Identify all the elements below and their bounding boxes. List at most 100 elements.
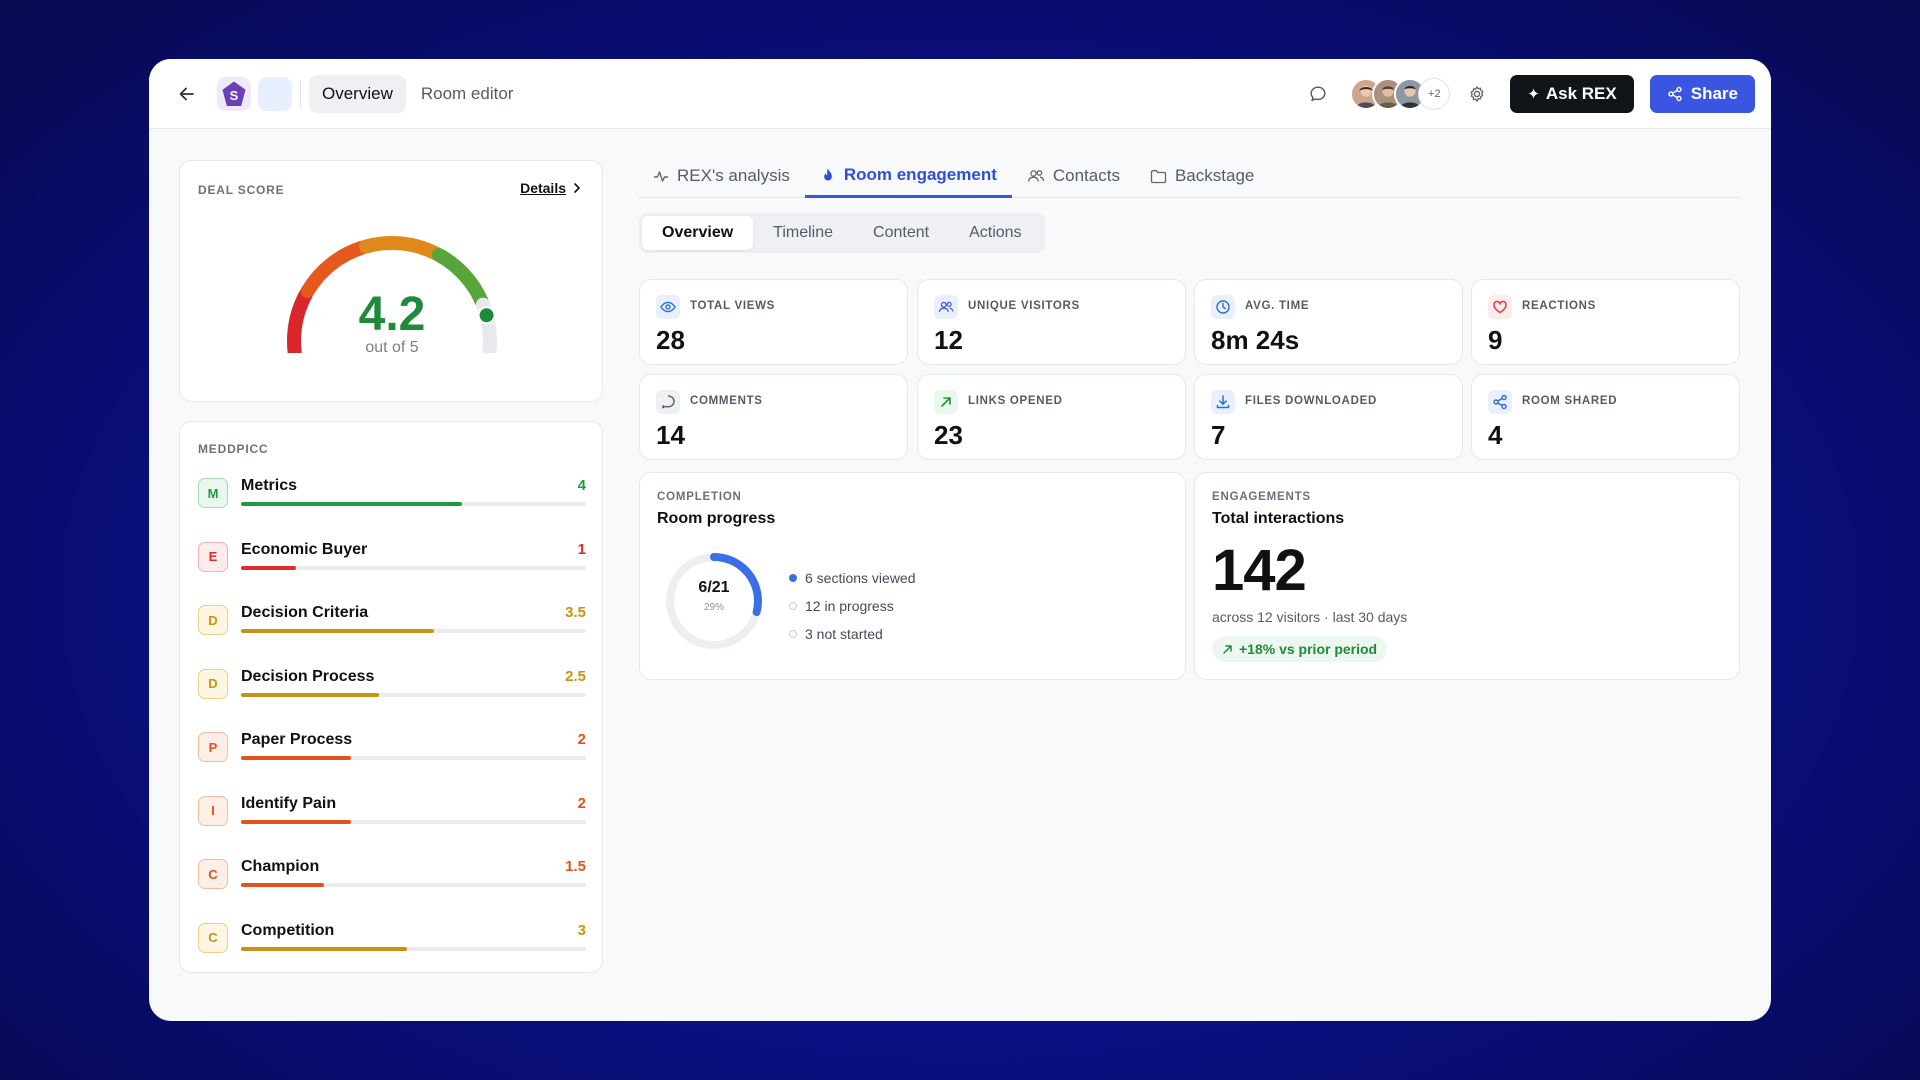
meddpicc-progress-track bbox=[241, 502, 586, 506]
meddpicc-item[interactable]: C Champion 1.5 bbox=[198, 857, 586, 903]
meddpicc-letter-badge: D bbox=[198, 605, 228, 635]
activity-icon bbox=[653, 171, 669, 182]
gauge-segment bbox=[358, 236, 443, 261]
ask-rex-button[interactable]: ✦ Ask REX bbox=[1510, 74, 1634, 113]
gauge-segment bbox=[287, 287, 313, 353]
legend-dot bbox=[789, 630, 797, 638]
subtab-timeline[interactable]: Timeline bbox=[773, 224, 834, 241]
stat-card-room-shared: ROOM SHARED 4 bbox=[1471, 374, 1740, 460]
stat-card-comments: COMMENTS 14 bbox=[639, 374, 908, 460]
nav-tab-overview[interactable]: Overview bbox=[309, 74, 406, 113]
meddpicc-item-score: 1.5 bbox=[565, 858, 586, 875]
meddpicc-item[interactable]: D Decision Criteria 3.5 bbox=[198, 603, 586, 649]
meddpicc-progress-track bbox=[241, 946, 586, 951]
deal-score-subtitle: out of 5 bbox=[365, 339, 419, 356]
total-interactions-value: 142 bbox=[1212, 538, 1307, 603]
meddpicc-letter-badge: I bbox=[198, 795, 228, 826]
heart-icon bbox=[1488, 295, 1512, 319]
meddpicc-item[interactable]: C Competition 3 bbox=[198, 921, 586, 967]
trend-label: +18% vs prior period bbox=[1239, 641, 1378, 657]
chat-bubble-icon[interactable] bbox=[1304, 80, 1332, 108]
header-actions: +2 ✦ Ask REX Share bbox=[1304, 74, 1755, 113]
stat-label: AVG. TIME bbox=[1245, 300, 1310, 312]
stat-label: TOTAL VIEWS bbox=[690, 300, 776, 312]
tab-contacts[interactable]: Contacts bbox=[1012, 155, 1135, 197]
deal-score-card: DEAL SCORE Details 4.2 out of 5 bbox=[179, 160, 603, 402]
stat-value: 12 bbox=[934, 325, 963, 355]
deal-score-title: DEAL SCORE bbox=[198, 183, 285, 197]
legend-dot bbox=[789, 602, 797, 610]
app-window: S Overview Room editor +2 bbox=[149, 59, 1771, 1021]
meddpicc-item[interactable]: E Economic Buyer 1 bbox=[198, 540, 586, 586]
nav-tab-room-editor[interactable]: Room editor bbox=[420, 83, 514, 103]
meddpicc-progress-track bbox=[241, 756, 586, 760]
meddpicc-item[interactable]: I Identify Pain 2 bbox=[198, 794, 586, 840]
workspace-logo[interactable]: S bbox=[217, 76, 251, 111]
engagements-caption: ENGAGEMENTS bbox=[1212, 491, 1311, 503]
meddpicc-item[interactable]: D Decision Process 2.5 bbox=[198, 667, 586, 713]
share-button[interactable]: Share bbox=[1649, 74, 1755, 113]
progress-percent: 29% bbox=[703, 602, 724, 613]
completion-caption: COMPLETION bbox=[657, 491, 742, 503]
meddpicc-item[interactable]: M Metrics 4 bbox=[198, 476, 586, 522]
meddpicc-item-score: 3 bbox=[577, 921, 586, 939]
subtab-overview[interactable]: Overview bbox=[642, 216, 754, 250]
meddpicc-letter-badge: P bbox=[198, 732, 228, 762]
tab-backstage[interactable]: Backstage bbox=[1135, 155, 1269, 197]
meddpicc-letter-badge: C bbox=[198, 859, 228, 889]
tab-room-engagement[interactable]: Room engagement bbox=[804, 155, 1012, 198]
meddpicc-item[interactable]: P Paper Process 2 bbox=[198, 730, 586, 776]
meddpicc-letter-badge: E bbox=[198, 541, 228, 572]
eye-icon bbox=[656, 295, 680, 319]
meddpicc-item-score: 3.5 bbox=[565, 604, 586, 621]
meddpicc-progress-track bbox=[241, 565, 586, 570]
stat-value: 23 bbox=[934, 420, 963, 450]
progress-legend: 6 sections viewed 12 in progress 3 not s… bbox=[789, 564, 916, 648]
sparkle-icon: ✦ bbox=[1527, 85, 1540, 103]
details-label: Details bbox=[520, 180, 566, 196]
tab-rex-analysis[interactable]: REX's analysis bbox=[638, 155, 805, 197]
share-label: Share bbox=[1690, 83, 1738, 103]
meddpicc-progress-fill bbox=[241, 692, 379, 697]
share-icon bbox=[1488, 390, 1512, 414]
stat-label: COMMENTS bbox=[690, 395, 763, 407]
legend-item: 12 in progress bbox=[789, 592, 916, 620]
details-link[interactable]: Details bbox=[520, 180, 582, 196]
stat-value: 28 bbox=[656, 325, 685, 355]
meddpicc-card: MEDDPICC M Metrics 4 E Economic Buyer 1 D Decis… bbox=[179, 421, 603, 973]
meddpicc-progress-fill bbox=[241, 565, 297, 570]
stat-label: REACTIONS bbox=[1522, 300, 1597, 312]
company-logo-placeholder[interactable] bbox=[258, 76, 292, 111]
arrow-up-right-icon bbox=[934, 390, 958, 414]
more-avatars-count[interactable]: +2 bbox=[1418, 77, 1451, 110]
svg-text:S: S bbox=[230, 88, 239, 103]
header-divider bbox=[300, 79, 301, 108]
meddpicc-item-name: Economic Buyer bbox=[241, 540, 368, 558]
pentagon-logo-icon: S bbox=[222, 81, 246, 106]
deal-score-value: 4.2 bbox=[358, 288, 426, 341]
meddpicc-progress-fill bbox=[241, 756, 352, 760]
progress-donut bbox=[666, 553, 762, 649]
meddpicc-item-score: 2 bbox=[577, 731, 586, 748]
legend-item: 6 sections viewed bbox=[789, 564, 916, 592]
legend-label: 3 not started bbox=[805, 626, 883, 642]
stat-label: ROOM SHARED bbox=[1522, 395, 1618, 407]
meddpicc-item-score: 4 bbox=[577, 477, 586, 494]
trend-up-icon bbox=[1223, 644, 1232, 654]
gauge-indicator bbox=[477, 306, 496, 325]
stat-card-total-views: TOTAL VIEWS 28 bbox=[639, 279, 908, 365]
stat-card-unique-visitors: UNIQUE VISITORS 12 bbox=[917, 279, 1186, 365]
stat-label: FILES DOWNLOADED bbox=[1245, 395, 1377, 407]
gear-icon[interactable] bbox=[1464, 81, 1490, 107]
meddpicc-progress-fill bbox=[241, 819, 352, 824]
trend-badge: +18% vs prior period bbox=[1212, 636, 1388, 662]
clock-icon bbox=[1211, 295, 1235, 319]
meddpicc-progress-fill bbox=[241, 883, 324, 887]
subtab-content[interactable]: Content bbox=[873, 224, 930, 241]
subtab-actions[interactable]: Actions bbox=[969, 224, 1022, 241]
collaborator-avatars[interactable]: +2 bbox=[1350, 77, 1451, 110]
completion-title: Room progress bbox=[657, 510, 776, 527]
tab-label: Room engagement bbox=[843, 165, 997, 184]
back-arrow-icon[interactable] bbox=[173, 80, 201, 108]
stat-value: 9 bbox=[1488, 325, 1503, 355]
